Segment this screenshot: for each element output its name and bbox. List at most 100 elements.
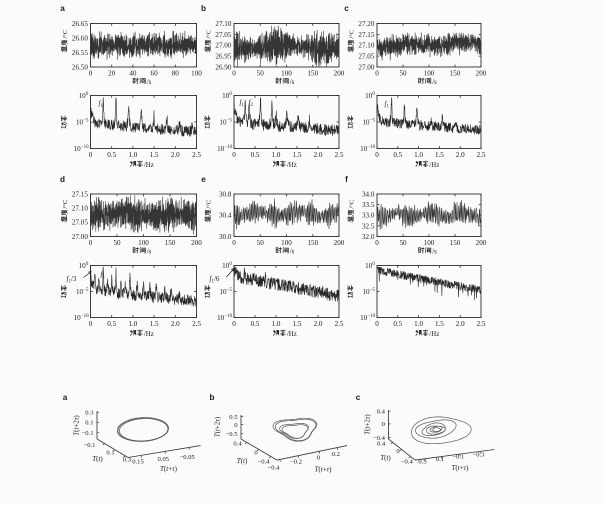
svg-text:−5: −5 [83,118,89,123]
svg-text:−0.05: −0.05 [180,454,196,461]
svg-text:0.1: 0.1 [85,420,93,427]
svg-text:10: 10 [217,314,225,322]
svg-text:/Hz: /Hz [429,331,439,338]
svg-text:26.60: 26.60 [72,34,88,42]
svg-text:0: 0 [234,422,238,429]
svg-text:/°C: /°C [62,29,69,38]
svg-text:0: 0 [229,262,232,267]
svg-text:10: 10 [79,92,87,100]
svg-text:0.5: 0.5 [229,414,238,421]
svg-text:/s: /s [432,249,437,256]
svg-text:30.0: 30.0 [219,233,232,241]
svg-text:c: c [356,393,361,402]
svg-text:150: 150 [450,239,461,247]
svg-text:−0.4: −0.4 [401,459,414,466]
svg-text:0: 0 [317,455,321,462]
svg-text:2.0: 2.0 [171,151,180,159]
svg-text:−0.4: −0.4 [268,465,281,472]
svg-text:0.2: 0.2 [332,451,340,458]
svg-text:1.0: 1.0 [414,151,423,159]
svg-text:80: 80 [172,69,180,77]
svg-text:1.5: 1.5 [435,151,444,159]
svg-text:T(t+τ): T(t+τ) [314,466,332,474]
svg-text:0: 0 [254,450,258,457]
svg-text:0: 0 [375,151,379,159]
svg-text:/Hz: /Hz [429,162,439,169]
svg-text:0: 0 [382,421,386,428]
svg-text:f1: f1 [385,100,390,110]
svg-text:10: 10 [217,145,225,153]
svg-text:26.90: 26.90 [215,63,231,71]
svg-text:32.0: 32.0 [362,233,375,241]
svg-text:0: 0 [229,92,232,97]
svg-text:f1/6: f1/6 [210,275,220,285]
svg-text:/s: /s [290,79,295,86]
svg-text:2.0: 2.0 [171,320,180,328]
svg-text:f2: f2 [249,99,254,109]
svg-text:b: b [209,393,214,402]
svg-text:0: 0 [396,448,400,455]
svg-text:10: 10 [365,92,373,100]
svg-text:T(t+2τ): T(t+2τ) [213,416,221,437]
svg-text:0.3: 0.3 [418,458,427,465]
svg-text:−0.2: −0.2 [290,459,302,466]
svg-text:2.0: 2.0 [314,151,323,159]
svg-text:0: 0 [89,151,93,159]
svg-text:50: 50 [257,69,265,77]
svg-text:/s: /s [290,249,295,256]
svg-text:0: 0 [86,262,89,267]
svg-text:27.00: 27.00 [215,42,231,50]
svg-text:/°C: /°C [205,29,212,38]
svg-text:0: 0 [232,239,236,247]
svg-text:10: 10 [76,118,84,126]
svg-text:T(t+τ): T(t+τ) [451,464,469,472]
svg-text:0.5: 0.5 [107,320,116,328]
svg-text:−10: −10 [81,314,89,319]
svg-text:/°C: /°C [62,199,69,208]
svg-text:1.0: 1.0 [128,151,137,159]
svg-text:10: 10 [222,92,230,100]
svg-text:−0.1: −0.1 [82,430,94,437]
svg-text:0.5: 0.5 [107,151,116,159]
svg-text:40: 40 [129,69,137,77]
svg-text:−5: −5 [370,288,376,293]
svg-text:0: 0 [375,320,379,328]
svg-text:1.0: 1.0 [272,320,281,328]
svg-text:0.5: 0.5 [251,151,260,159]
svg-text:0: 0 [86,92,89,97]
svg-text:e: e [201,175,206,184]
svg-text:30.4: 30.4 [219,212,232,220]
svg-text:c: c [344,4,349,13]
svg-text:f1: f1 [101,271,106,281]
svg-text:200: 200 [476,239,487,247]
svg-text:10: 10 [222,262,230,270]
svg-text:−5: −5 [227,288,233,293]
svg-text:26.50: 26.50 [72,63,88,71]
svg-text:27.20: 27.20 [358,20,374,28]
svg-text:0: 0 [89,239,93,247]
svg-text:2.5: 2.5 [335,151,344,159]
svg-text:50: 50 [257,239,265,247]
svg-text:b: b [201,4,206,13]
svg-text:0.5: 0.5 [393,320,402,328]
svg-text:2.5: 2.5 [192,320,201,328]
svg-text:2.5: 2.5 [477,151,486,159]
svg-text:−0.4: −0.4 [258,459,271,466]
svg-text:10: 10 [360,314,368,322]
svg-text:10: 10 [79,262,87,270]
svg-text:2.5: 2.5 [192,151,201,159]
svg-text:d: d [60,175,65,184]
svg-text:2.5: 2.5 [335,320,344,328]
svg-text:a: a [63,393,68,402]
svg-text:34.0: 34.0 [362,190,375,198]
svg-text:33.5: 33.5 [362,201,375,209]
svg-text:200: 200 [334,69,345,77]
svg-text:0.05: 0.05 [158,456,170,463]
svg-text:32.5: 32.5 [362,222,375,230]
svg-text:1.0: 1.0 [128,320,137,328]
svg-text:T(t+2τ): T(t+2τ) [73,415,81,436]
svg-text:100: 100 [138,239,149,247]
svg-text:2.0: 2.0 [456,320,465,328]
svg-text:100: 100 [191,69,202,77]
svg-text:2.0: 2.0 [314,320,323,328]
